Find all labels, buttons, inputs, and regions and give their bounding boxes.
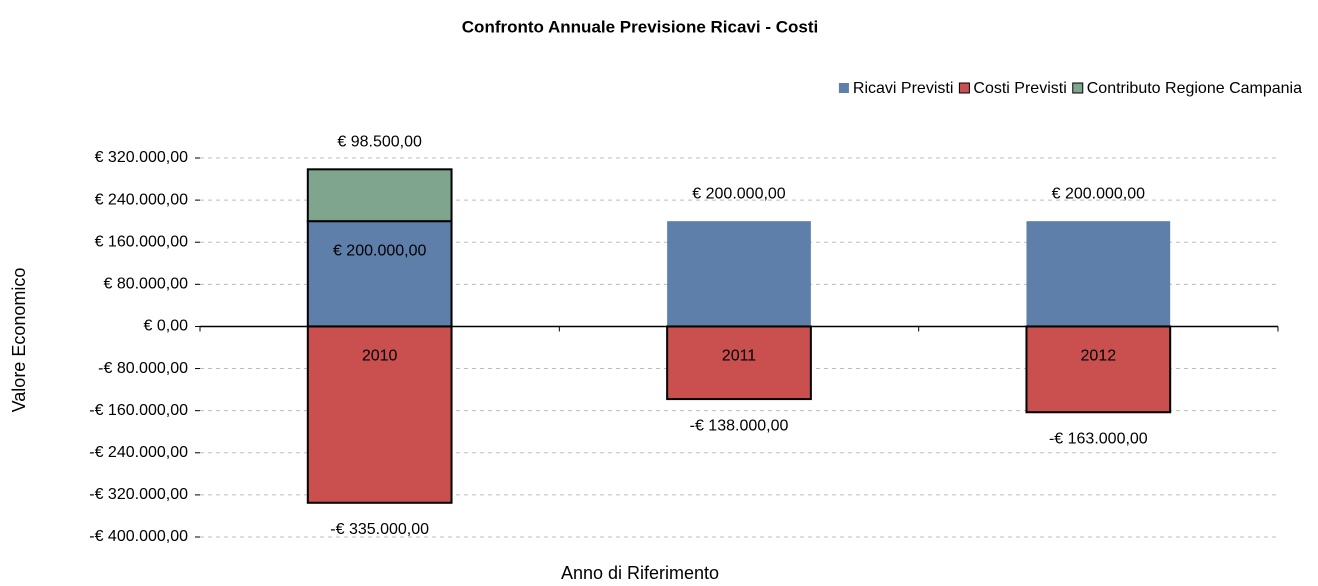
bar [306,325,453,504]
bar [1025,325,1172,414]
data-label: € 200.000,00 [692,185,786,202]
legend-swatch [838,83,849,93]
data-label: -€ 163.000,00 [1049,430,1148,447]
legend-label: Costi Previsti [973,80,1066,97]
y-tick-label: € 160.000,00 [95,233,189,250]
category-label: 2012 [1081,348,1117,365]
y-tick-label: € 240.000,00 [95,191,189,208]
bar [306,220,453,328]
y-tick-label: € 80.000,00 [103,276,188,293]
y-tick-label: -€ 400.000,00 [89,528,188,545]
legend-swatch [958,82,970,94]
data-label: -€ 335.000,00 [330,521,429,538]
legend-swatch [1072,82,1084,94]
y-tick-label: -€ 240.000,00 [89,444,188,461]
bar [666,325,812,401]
category-label: 2011 [722,348,757,365]
bar [1026,221,1171,327]
bar [306,168,453,223]
data-label: € 200.000,00 [1052,185,1146,202]
data-label: -€ 138.000,00 [690,417,789,434]
legend-label: Contributo Regione Campania [1087,80,1302,97]
data-label: € 98.500,00 [337,134,422,151]
category-label: 2010 [362,348,398,365]
y-axis-label: Valore Economico [9,268,29,413]
y-tick-label: -€ 320.000,00 [89,486,188,503]
chart-title: Confronto Annuale Previsione Ricavi - Co… [462,17,818,36]
legend-label: Ricavi Previsti [853,80,953,97]
y-tick-label: € 0,00 [144,318,189,335]
bar [667,221,811,327]
y-tick-label: -€ 160.000,00 [89,402,188,419]
y-tick-label: € 320.000,00 [95,149,189,166]
y-tick-label: -€ 80.000,00 [98,360,188,377]
x-axis-label: Anno di Riferimento [561,563,719,583]
data-label: € 200.000,00 [333,242,427,259]
